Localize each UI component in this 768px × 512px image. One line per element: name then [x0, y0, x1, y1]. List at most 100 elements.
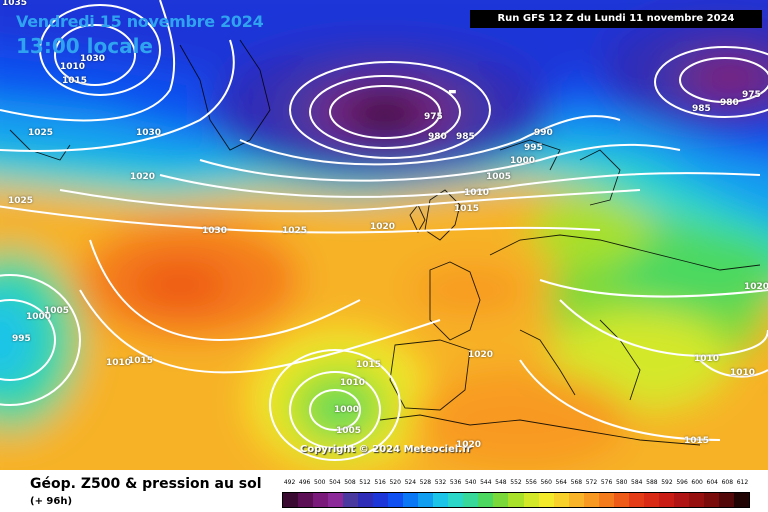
- isobar-label: 1020: [370, 222, 396, 232]
- isobar-label: 985: [692, 104, 711, 114]
- isobar-label: 975: [424, 112, 443, 122]
- legend-value: 536: [449, 479, 462, 486]
- legend-swatch: [388, 493, 404, 507]
- isobar-label: 1000: [334, 405, 360, 415]
- legend-value: 604: [706, 479, 718, 486]
- legend-swatch: [493, 493, 509, 507]
- isobar-label: 1000: [26, 312, 52, 322]
- legend-value: 584: [631, 479, 643, 486]
- forecast-date: Vendredi 15 novembre 2024: [16, 12, 264, 31]
- legend-swatch: [508, 493, 524, 507]
- isobar-label: 985: [456, 132, 475, 142]
- legend-swatch: [658, 493, 674, 507]
- isobar-label: 995: [524, 143, 543, 153]
- legend-swatch: [373, 493, 389, 507]
- legend-swatch: [358, 493, 374, 507]
- isobar-label: 1025: [28, 128, 54, 138]
- legend-value: 492: [283, 479, 296, 486]
- legend-value: 608: [721, 479, 734, 486]
- legend-swatch: [628, 493, 644, 507]
- legend-swatch: [418, 493, 434, 507]
- isobar-label: 1000: [510, 156, 536, 166]
- legend-swatch: [673, 493, 689, 507]
- legend-swatch: [463, 493, 479, 507]
- isobar-label: 1010: [730, 368, 756, 378]
- legend-value: 532: [434, 479, 447, 486]
- legend-value: 580: [615, 479, 628, 486]
- legend-value: 560: [540, 479, 552, 486]
- isobar-label: 995: [12, 334, 31, 344]
- legend-value: 512: [359, 479, 371, 486]
- legend-swatch: [568, 493, 584, 507]
- legend-swatch: [328, 493, 344, 507]
- forecast-map: ▬ Vendredi 15 novembre 2024 13:00 locale…: [0, 0, 768, 470]
- legend-swatch: [343, 493, 359, 507]
- legend-value: 596: [676, 479, 688, 486]
- isobar-label: 1020: [456, 440, 482, 450]
- isobars: [0, 0, 768, 460]
- legend-swatch: [448, 493, 464, 507]
- legend-labels: 492 496 500 504 508 512 516 520 524 528 532 536 540 5…: [282, 479, 750, 489]
- legend-swatch: [583, 493, 599, 507]
- legend-value: 600: [691, 479, 703, 486]
- forecast-time: 13:00 locale: [16, 34, 153, 58]
- isobar-label: 1025: [282, 226, 308, 236]
- isobar-label: 1025: [8, 196, 34, 206]
- legend-footer: Géop. Z500 & pression au sol (+ 96h) 492…: [0, 470, 768, 512]
- legend-swatch: [313, 493, 329, 507]
- isobar-label: 1010: [106, 358, 132, 368]
- legend-value: 508: [344, 479, 356, 486]
- geopotential-field: ▬: [0, 0, 768, 470]
- legend-value: 516: [374, 479, 386, 486]
- low-marker: ▬: [448, 87, 457, 97]
- legend-value: 528: [419, 479, 432, 486]
- isobar-label: 1030: [202, 226, 228, 236]
- legend-swatch: [718, 493, 734, 507]
- legend-swatch: [433, 493, 449, 507]
- copyright: Copyright © 2024 Meteociel.fr: [300, 444, 472, 455]
- isobar-label: 1005: [44, 306, 70, 316]
- legend-value: 612: [736, 479, 749, 486]
- legend-value: 548: [495, 479, 507, 486]
- legend-value: 504: [329, 479, 341, 486]
- legend-value: 524: [404, 479, 417, 486]
- isobar-label: 1015: [684, 436, 710, 446]
- legend-value: 564: [555, 479, 567, 486]
- legend-swatch: [523, 493, 539, 507]
- legend-value: 592: [661, 479, 673, 486]
- run-info: Run GFS 12 Z du Lundi 11 novembre 2024: [470, 10, 762, 28]
- color-legend: 492 496 500 504 508 512 516 520 524 528 532 536 540 5…: [282, 479, 750, 508]
- coastlines: [9, 39, 761, 446]
- isobar-label: 1005: [486, 172, 512, 182]
- isobar-label: 1015: [128, 356, 154, 366]
- legend-swatch: [403, 493, 419, 507]
- legend-swatch: [598, 493, 614, 507]
- legend-value: 556: [525, 479, 537, 486]
- isobar-label: 1020: [468, 350, 494, 360]
- product-title: Géop. Z500 & pression au sol: [30, 476, 262, 492]
- legend-value: 568: [570, 479, 583, 486]
- legend-value: 588: [646, 479, 658, 486]
- legend-swatch: [553, 493, 569, 507]
- isobar-label: 980: [720, 98, 739, 108]
- isobar-label: 1015: [62, 76, 88, 86]
- isobar-label: 980: [428, 132, 447, 142]
- isobar-label: 1005: [336, 426, 362, 436]
- legend-value: 544: [480, 479, 492, 486]
- legend-value: 500: [314, 479, 326, 486]
- legend-swatch: [538, 493, 554, 507]
- isobar-label: 1010: [340, 378, 366, 388]
- isobar-label: 1030: [136, 128, 162, 138]
- legend-swatch: [688, 493, 704, 507]
- legend-swatch: [298, 493, 314, 507]
- legend-value: 540: [464, 479, 477, 486]
- isobar-label: 990: [534, 128, 553, 138]
- legend-value: 552: [510, 479, 522, 486]
- isobar-label: 1015: [454, 204, 480, 214]
- isobar-label: 1020: [130, 172, 156, 182]
- legend-bar: [282, 492, 750, 508]
- forecast-step: (+ 96h): [30, 496, 73, 507]
- isobar-label: 1010: [60, 62, 86, 72]
- isobar-label: 975: [742, 90, 761, 100]
- isobar-label: 1035: [2, 0, 28, 8]
